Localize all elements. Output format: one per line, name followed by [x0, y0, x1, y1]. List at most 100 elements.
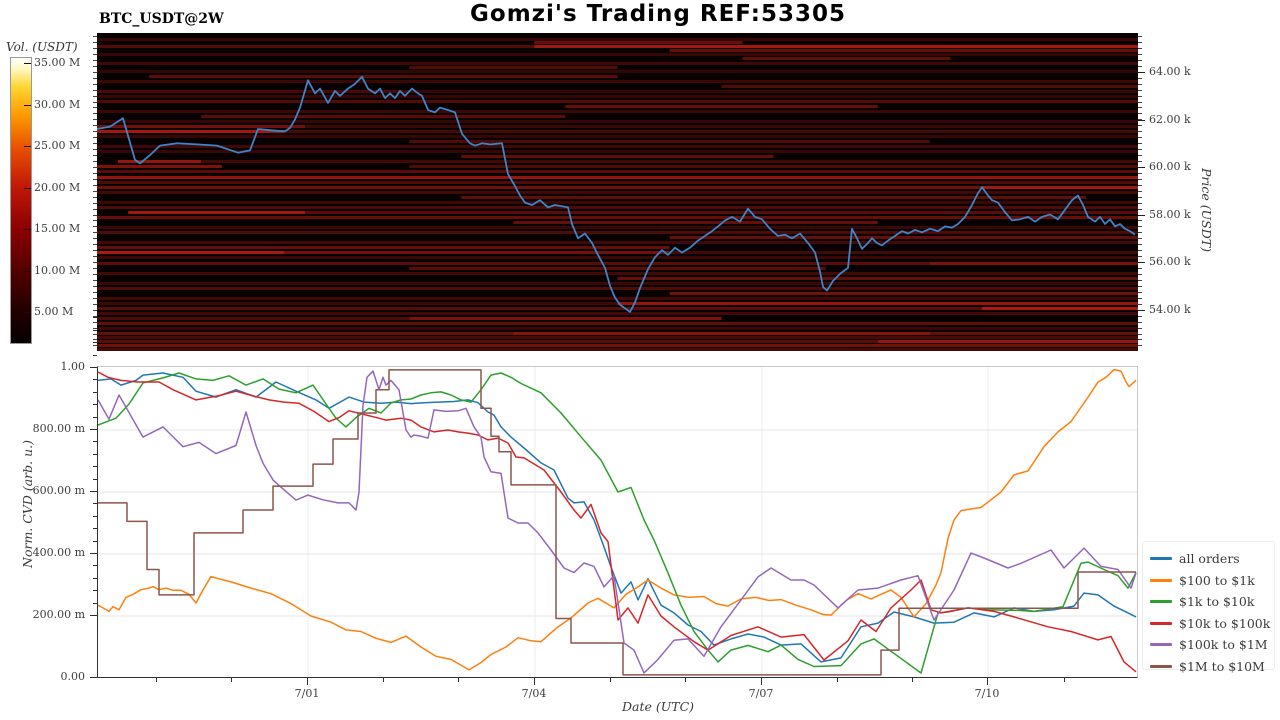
cvd-minor-tick [93, 590, 97, 592]
price-major-tick [1138, 309, 1145, 311]
price-minor-tick [93, 309, 97, 311]
price-minor-tick [93, 291, 97, 293]
price-minor-tick [93, 214, 97, 216]
price-minor-tick [93, 131, 97, 133]
volume-band [97, 176, 1138, 179]
price-minor-tick [93, 125, 97, 127]
date-minor-tick [610, 678, 611, 682]
cvd-minor-tick [93, 317, 97, 319]
price-minor-tick [93, 196, 97, 198]
volume-band [409, 317, 722, 320]
legend-label: $1M to $10M [1179, 658, 1265, 674]
price-minor-tick [1138, 190, 1142, 192]
price-minor-tick [1138, 279, 1142, 281]
volume-heatmap-chart [97, 33, 1138, 351]
cvd-minor-tick [93, 391, 97, 393]
price-minor-tick [93, 119, 97, 121]
legend-dash-icon [1150, 621, 1172, 625]
volume-band [97, 125, 306, 128]
price-minor-tick [93, 279, 97, 281]
price-minor-tick [93, 220, 97, 222]
page-title: Gomzi's Trading REF:53305 [470, 1, 846, 27]
price-minor-tick [1138, 65, 1142, 67]
volume-band [97, 302, 618, 305]
price-minor-tick [93, 71, 97, 73]
cvd-axis-title: Norm. CVD (arb. u.) [20, 440, 35, 568]
price-minor-tick [1138, 101, 1142, 103]
cvd-line-chart [97, 366, 1138, 678]
series--1m-to-10m [98, 369, 1136, 676]
price-minor-tick [93, 208, 97, 210]
legend-dash-icon [1150, 557, 1172, 561]
price-minor-tick [93, 297, 97, 299]
volume-band [669, 292, 1138, 295]
volume-band [409, 267, 826, 270]
price-minor-tick [93, 101, 97, 103]
price-minor-tick [1138, 160, 1142, 162]
cvd-tick-label: 800.00 m [32, 422, 85, 435]
volume-band [97, 344, 1138, 347]
volume-band [669, 251, 1138, 254]
colorbar-tick [24, 104, 31, 106]
legend-item: $100k to $1M [1150, 634, 1274, 656]
volume-band [409, 66, 618, 69]
volume-band [97, 327, 1138, 330]
price-minor-tick [1138, 226, 1142, 228]
price-minor-tick [1138, 36, 1142, 37]
cvd-canvas [98, 367, 1137, 677]
volume-band [97, 145, 1138, 148]
volume-band [513, 221, 878, 224]
price-minor-tick [93, 95, 97, 97]
volume-band [97, 226, 1138, 229]
price-minor-tick [93, 262, 97, 264]
volume-band [97, 282, 1138, 285]
price-major-tick [1138, 72, 1145, 74]
price-axis-title: Price (USDT) [1199, 168, 1214, 252]
volume-band [97, 297, 1138, 300]
cvd-minor-tick [93, 404, 97, 406]
price-minor-tick [1138, 220, 1142, 222]
price-minor-tick [1138, 202, 1142, 204]
price-minor-tick [93, 59, 97, 61]
legend-label: all orders [1179, 551, 1240, 567]
volume-band [117, 160, 202, 163]
date-minor-tick [912, 678, 913, 682]
legend-item: $1M to $10M [1150, 656, 1274, 678]
cvd-minor-tick [93, 354, 97, 356]
price-minor-tick [1138, 285, 1142, 287]
price-minor-tick [1138, 250, 1142, 252]
volume-band [534, 41, 743, 44]
legend-dash-icon [1150, 664, 1172, 668]
date-axis-title: Date (UTC) [621, 699, 695, 714]
volume-band [929, 262, 1138, 265]
volume-band [97, 191, 1138, 194]
price-minor-tick [93, 285, 97, 287]
price-minor-tick [1138, 149, 1142, 151]
price-minor-tick [1138, 321, 1142, 323]
price-tick-label: 64.00 k [1149, 65, 1191, 78]
price-minor-tick [1138, 232, 1142, 234]
price-tick-label: 60.00 k [1149, 160, 1191, 173]
cvd-minor-tick [93, 379, 97, 381]
price-tick-label: 58.00 k [1149, 207, 1191, 221]
legend-dash-icon [1150, 600, 1172, 604]
price-minor-tick [1138, 345, 1142, 347]
legend-dash-icon [1150, 643, 1172, 647]
price-minor-tick [93, 149, 97, 151]
legend-label: $10k to $100k [1179, 615, 1271, 631]
volume-band [97, 307, 1138, 310]
volume-band [97, 53, 1138, 56]
volume-band [565, 105, 878, 108]
cvd-tick-label: 600.00 m [32, 484, 85, 497]
price-tick-label: 54.00 k [1149, 302, 1191, 316]
volume-band [981, 186, 1138, 189]
price-minor-tick [1138, 333, 1142, 335]
price-minor-tick [1138, 339, 1142, 341]
volume-band [201, 160, 1138, 163]
colorbar-tick [24, 146, 31, 148]
volume-band [461, 155, 774, 158]
volume-band [97, 80, 1138, 83]
date-major-tick [307, 678, 309, 685]
date-minor-tick [156, 678, 157, 682]
colorbar-tick-label: 15.00 M [34, 222, 81, 235]
